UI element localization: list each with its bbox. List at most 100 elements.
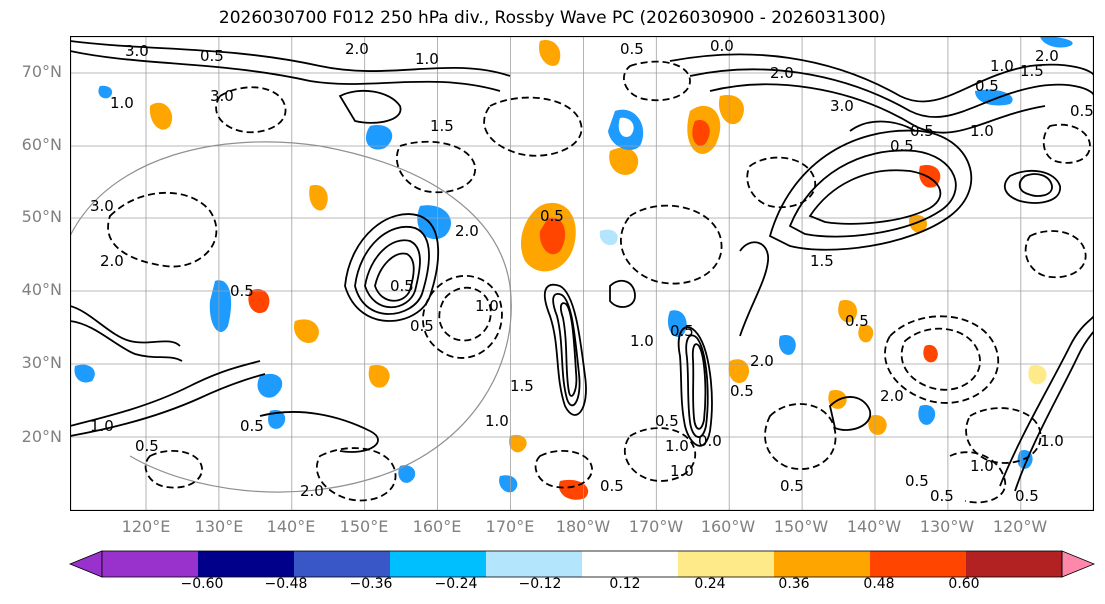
contour-solid [70,305,181,347]
contour-dashed [884,315,1000,404]
colorbar-tick: 0.36 [778,576,810,592]
positive-shade [609,147,639,175]
strong-positive-shade [692,120,710,146]
colorbar-tick: 0.48 [863,576,895,592]
lat-label: 30°N [21,353,62,372]
contour-solid [768,129,973,251]
contour-label: 0.5 [240,417,264,435]
contour-dashed [900,327,981,391]
colorbar-tick: −0.12 [518,576,562,592]
contour-dashed [1024,230,1087,279]
map-title: 2026030700 F012 250 hPa div., Rossby Wav… [218,8,887,28]
negative-shade [365,125,393,150]
contour-label: 1.0 [630,332,654,350]
contour-label: 0.5 [905,472,929,490]
contour-dashed [438,286,492,342]
contour-dashed [620,204,723,285]
contour-label: 1.0 [1040,432,1064,450]
negative-shade [918,405,936,425]
contour-solid [1014,330,1094,492]
contour-label: 0.5 [230,282,254,300]
solid-contours [70,40,1094,492]
colorbar [68,550,1096,578]
contour-label: 1.5 [510,377,534,395]
contour-dashed [624,427,696,482]
contour-solid [70,40,511,77]
lon-label: 170°W [628,517,684,536]
negative-shade [268,409,286,429]
negative-shade-hole [618,117,634,137]
colorbar-tick: 0.60 [948,576,980,592]
contour-label: 0.5 [845,312,869,330]
negative-shade [778,335,796,355]
contour-solid [739,241,769,337]
lon-label: 130°W [919,517,975,536]
negative-shade [417,205,451,240]
negative-shade [499,475,518,493]
negative-shade [1040,36,1073,48]
contour-dashed [215,86,287,134]
contour-dashed [315,447,397,502]
lat-label: 60°N [21,135,62,154]
contour-labels: 3.0 0.5 2.01.00.5 0.01.0 3.01.52.03.00.51.00… [90,37,1094,505]
contour-solid [374,252,415,302]
contour-solid [344,213,440,322]
contour-dashed [746,156,816,209]
lat-label: 40°N [21,280,62,299]
contour-solid [677,326,713,447]
lon-label: 120°E [121,517,171,536]
contour-solid [70,320,183,362]
lat-label: 20°N [21,427,62,446]
negative-shade [257,373,283,398]
map-panel[interactable]: 3.0 0.5 2.01.00.5 0.01.0 3.01.52.03.00.51.00… [70,36,1094,511]
contour-solid [70,50,501,92]
contour-label: 1.5 [1020,62,1044,80]
colorbar-tick: −0.24 [434,576,478,592]
lon-label: 160°E [412,517,462,536]
contour-dashed [395,140,476,194]
contour-label: 0.0 [698,432,722,450]
colorbar-frame [101,550,1063,578]
contour-solid [543,283,587,416]
contour-label: 2.0 [880,387,904,405]
lon-label: 140°W [846,517,902,536]
negative-shade [398,465,416,483]
contour-label: 1.0 [665,437,689,455]
contour-label: 1.0 [670,462,694,480]
contour-solid [364,239,421,309]
colorbar-tick: −0.60 [180,576,224,592]
contour-dashed [764,403,837,470]
colorbar-segment [582,551,679,577]
contour-label: 2.0 [1035,47,1059,65]
contour-solid [689,68,1094,118]
contour-label: 0.5 [730,382,754,400]
strong-positive-shade [248,289,270,314]
lon-label: 130°E [194,517,244,536]
colorbar-segment [966,551,1063,577]
contour-solid [691,343,707,430]
contour-solid [338,89,402,124]
colorbar-tick: −0.36 [349,576,393,592]
strong-positive-shade [539,217,566,255]
positive-shade [539,40,561,66]
positive-shade [149,102,173,130]
contour-label: 2.0 [300,482,324,500]
lon-label: 150°W [773,517,829,536]
contour-label: 0.5 [620,40,644,58]
contour-solid [559,302,578,397]
contour-solid [808,169,942,225]
contour-dashed [107,191,218,268]
negative-shade [209,280,232,332]
colorbar-extend-max [1061,550,1096,578]
weak-negative-shade [599,229,618,246]
negative-shade [74,364,95,383]
shaded-divergence [74,36,1073,500]
contour-label: 1.0 [475,297,499,315]
contour-label: 0.5 [200,47,224,65]
contour-dashed [144,449,203,489]
colorbar-tick: 0.12 [609,576,641,592]
lat-label: 50°N [21,207,62,226]
contour-solid [70,373,266,437]
lon-label: 180°W [555,517,611,536]
contour-label: 0.5 [780,477,804,495]
